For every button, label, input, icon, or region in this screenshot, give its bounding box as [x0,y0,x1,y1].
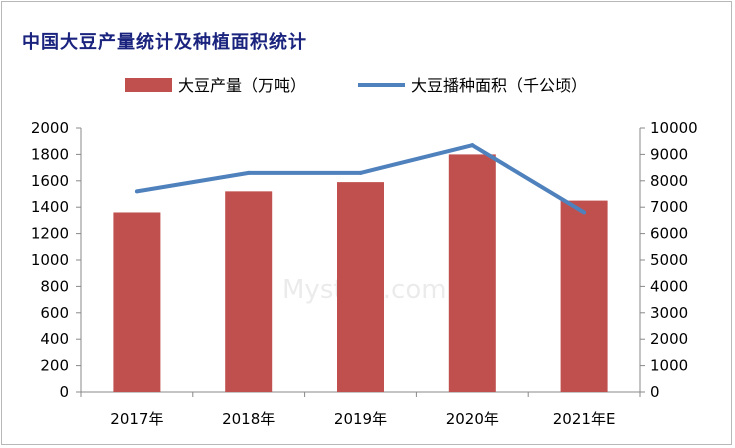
bar-2017年 [113,212,161,392]
bar-2020年 [448,154,496,392]
y-left-tick-label: 800 [40,277,69,295]
x-tick-label: 2018年 [222,410,275,428]
y-right-tick-label: 7000 [650,198,688,216]
line-point-2018年 [246,170,251,175]
bars [113,154,608,392]
y-left-tick-label: 1400 [31,198,69,216]
y-right-tick-label: 4000 [650,277,688,295]
y-left-tick-label: 1600 [31,172,69,190]
x-tick-label: 2017年 [110,410,163,428]
bar-2021年E [560,200,608,392]
y-left-tick-label: 2000 [31,119,69,137]
line-point-2020年 [470,143,475,148]
y-right-tick-label: 10000 [650,119,698,137]
line-point-2021年E [582,210,587,215]
x-tick-label: 2019年 [334,410,387,428]
y-right-tick-label: 1000 [650,357,688,375]
y-right-tick-label: 5000 [650,251,688,269]
y-left-tick-label: 0 [59,383,69,401]
legend: 大豆产量（万吨） 大豆播种面积（千公顷） [125,76,587,95]
line-point-2017年 [134,189,139,194]
line-point-2019年 [358,170,363,175]
y-left-tick-label: 400 [40,330,69,348]
y-left-tick-label: 600 [40,304,69,322]
line-series [134,143,587,215]
legend-line-label: 大豆播种面积（千公顷） [411,76,587,95]
y-right-tick-label: 2000 [650,330,688,348]
y-left-tick-label: 200 [40,357,69,375]
legend-bar-swatch [125,78,172,92]
y-left-tick-label: 1800 [31,145,69,163]
legend-bar-label: 大豆产量（万吨） [178,76,306,95]
x-tick-label: 2021年E [553,410,616,428]
y-right-tick-label: 3000 [650,304,688,322]
bar-2018年 [225,191,273,392]
y-right-tick-label: 8000 [650,172,688,190]
y-left-tick-label: 1200 [31,225,69,243]
y-right-tick-label: 9000 [650,145,688,163]
bar-2019年 [337,182,384,392]
y-left-tick-label: 1000 [31,251,69,269]
chart-title: 中国大豆产量统计及种植面积统计 [22,32,307,53]
x-tick-label: 2020年 [446,410,499,428]
y-right-tick-label: 6000 [650,225,688,243]
y-right-tick-label: 0 [650,383,660,401]
